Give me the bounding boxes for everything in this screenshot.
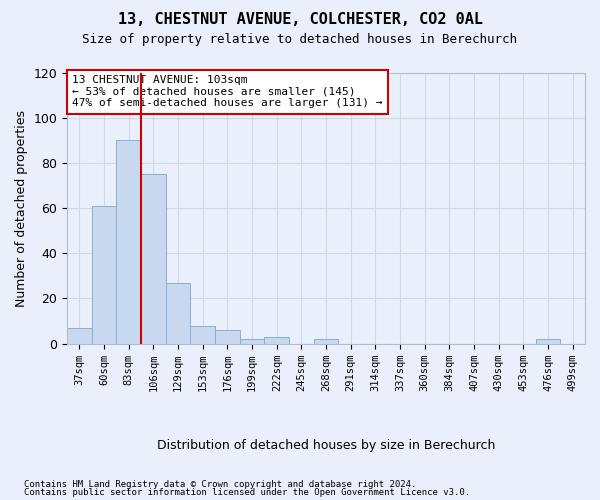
X-axis label: Distribution of detached houses by size in Berechurch: Distribution of detached houses by size … [157, 440, 495, 452]
Text: Contains public sector information licensed under the Open Government Licence v3: Contains public sector information licen… [24, 488, 470, 497]
Text: 13 CHESTNUT AVENUE: 103sqm
← 53% of detached houses are smaller (145)
47% of sem: 13 CHESTNUT AVENUE: 103sqm ← 53% of deta… [73, 75, 383, 108]
Bar [141, 174, 166, 344]
Bar [190, 326, 215, 344]
Bar [116, 140, 141, 344]
Bar [67, 328, 92, 344]
Bar [536, 339, 560, 344]
Text: Contains HM Land Registry data © Crown copyright and database right 2024.: Contains HM Land Registry data © Crown c… [24, 480, 416, 489]
Text: 13, CHESTNUT AVENUE, COLCHESTER, CO2 0AL: 13, CHESTNUT AVENUE, COLCHESTER, CO2 0AL [118, 12, 482, 28]
Bar [240, 339, 265, 344]
Text: Size of property relative to detached houses in Berechurch: Size of property relative to detached ho… [83, 32, 517, 46]
Y-axis label: Number of detached properties: Number of detached properties [15, 110, 28, 306]
Bar [166, 282, 190, 344]
Bar [215, 330, 240, 344]
Bar [314, 339, 338, 344]
Bar [92, 206, 116, 344]
Bar [265, 337, 289, 344]
